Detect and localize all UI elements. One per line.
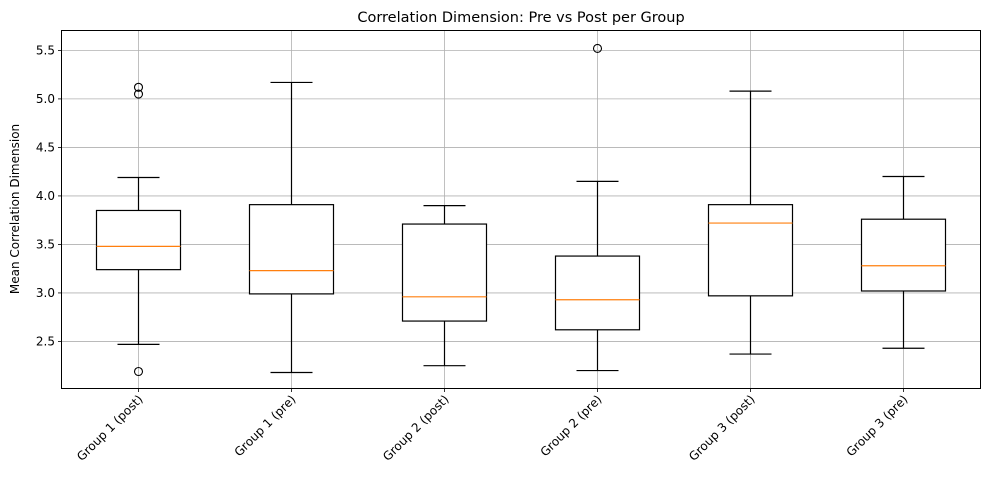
y-axis-label: Mean Correlation Dimension xyxy=(8,124,22,294)
y-tick-label: 5.0 xyxy=(36,92,55,106)
box-group xyxy=(554,43,641,372)
x-tick-label: Group 3 (post) xyxy=(686,392,757,463)
x-tick-label: Group 2 (post) xyxy=(380,392,451,463)
box-iqr xyxy=(248,204,335,295)
y-tick-label: 3.0 xyxy=(36,286,55,300)
y-tick-label: 4.5 xyxy=(36,140,55,154)
chart-title: Correlation Dimension: Pre vs Post per G… xyxy=(357,10,684,26)
y-tick-label: 3.5 xyxy=(36,237,55,251)
x-tick-label: Group 1 (post) xyxy=(74,392,145,463)
y-axis: 2.5 3.0 3.5 4.0 4.5 5.0 5.5 xyxy=(36,43,62,348)
box-iqr xyxy=(554,255,641,331)
plot-frame xyxy=(61,30,981,389)
outlier-point xyxy=(133,366,144,377)
y-tick-label: 2.5 xyxy=(36,334,55,348)
x-tick-label: Group 3 (pre) xyxy=(844,392,911,459)
box-iqr xyxy=(95,209,182,271)
y-tick-label: 4.0 xyxy=(36,189,55,203)
x-axis: Group 1 (post) Group 1 (pre) Group 2 (post… xyxy=(74,388,911,464)
outlier-point xyxy=(592,43,603,54)
box-iqr xyxy=(707,204,794,297)
box-iqr xyxy=(860,218,947,292)
box-series xyxy=(95,43,947,377)
grid-lines xyxy=(62,31,980,388)
box-group xyxy=(707,90,794,355)
box-iqr xyxy=(401,223,488,322)
outlier-point xyxy=(133,82,144,92)
box-group xyxy=(95,82,182,377)
x-tick-label: Group 1 (pre) xyxy=(232,392,299,459)
x-tick-label: Group 2 (pre) xyxy=(538,392,605,459)
y-tick-label: 5.5 xyxy=(36,43,55,57)
box-group xyxy=(401,205,488,367)
box-group xyxy=(248,81,335,374)
outlier-point xyxy=(133,89,144,99)
box-group xyxy=(860,175,947,349)
